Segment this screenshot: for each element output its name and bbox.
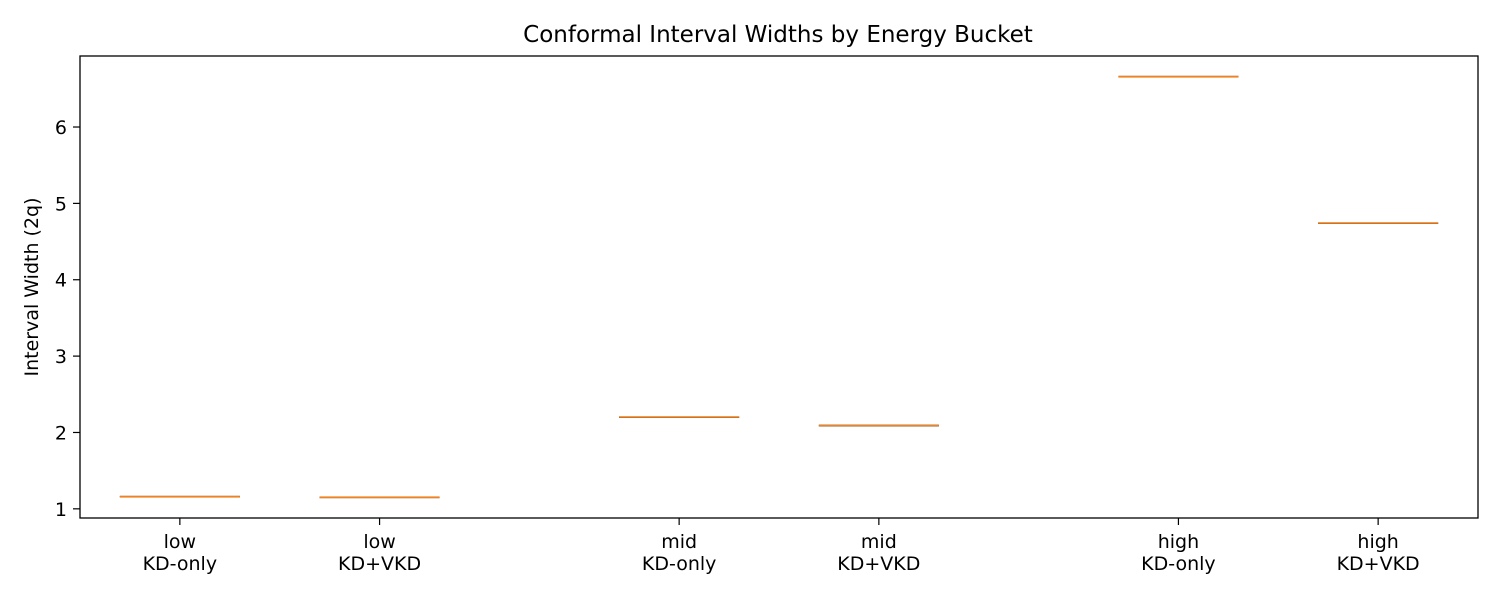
x-tick-label-method: KD-only: [143, 553, 218, 575]
y-tick-label: 4: [55, 270, 67, 292]
x-tick-label-method: KD-only: [642, 553, 717, 575]
x-tick-label-method: KD+VKD: [837, 553, 920, 575]
x-tick-label-bucket: low: [164, 531, 196, 553]
x-tick-label-bucket: high: [1158, 531, 1199, 553]
chart-title: Conformal Interval Widths by Energy Buck…: [523, 22, 1033, 48]
x-tick-label-method: KD-only: [1141, 553, 1216, 575]
y-tick-label: 1: [55, 499, 67, 521]
box-marks: [119, 75, 1439, 499]
y-tick-label: 2: [55, 422, 67, 444]
x-tick-label-bucket: mid: [661, 531, 697, 553]
y-axis: 1 2 3 4 5 6: [55, 117, 80, 521]
y-tick-label: 3: [55, 346, 67, 368]
y-tick-label: 6: [55, 117, 67, 139]
x-tick-label-method: KD+VKD: [1337, 553, 1420, 575]
x-tick-label-method: KD+VKD: [338, 553, 421, 575]
y-tick-label: 5: [55, 193, 67, 215]
plot-area-frame: [79, 55, 1479, 519]
x-axis: lowKD-onlylowKD+VKDmidKD-onlymidKD+VKDhi…: [143, 518, 1420, 575]
x-tick-label-bucket: mid: [861, 531, 897, 553]
x-tick-label-bucket: high: [1357, 531, 1398, 553]
x-tick-label-bucket: low: [363, 531, 395, 553]
y-axis-label: Interval Width (2q): [21, 197, 43, 376]
